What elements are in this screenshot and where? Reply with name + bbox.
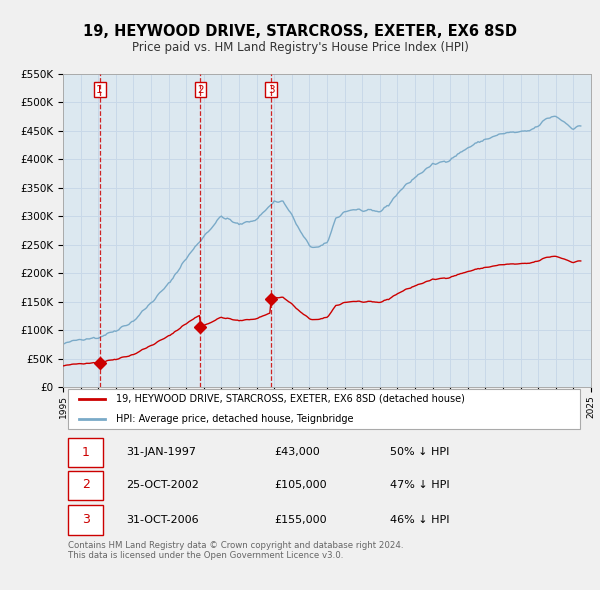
Text: 31-OCT-2006: 31-OCT-2006	[127, 514, 199, 525]
Text: 3: 3	[82, 513, 89, 526]
Text: 46% ↓ HPI: 46% ↓ HPI	[391, 514, 450, 525]
Text: 19, HEYWOOD DRIVE, STARCROSS, EXETER, EX6 8SD (detached house): 19, HEYWOOD DRIVE, STARCROSS, EXETER, EX…	[116, 394, 464, 404]
Text: 25-OCT-2002: 25-OCT-2002	[127, 480, 199, 490]
Text: 2: 2	[82, 478, 89, 491]
Text: £155,000: £155,000	[274, 514, 327, 525]
FancyBboxPatch shape	[68, 506, 103, 535]
Text: Price paid vs. HM Land Registry's House Price Index (HPI): Price paid vs. HM Land Registry's House …	[131, 41, 469, 54]
Text: HPI: Average price, detached house, Teignbridge: HPI: Average price, detached house, Teig…	[116, 414, 353, 424]
Text: £105,000: £105,000	[274, 480, 327, 490]
Text: 3: 3	[268, 85, 275, 95]
Text: 19, HEYWOOD DRIVE, STARCROSS, EXETER, EX6 8SD: 19, HEYWOOD DRIVE, STARCROSS, EXETER, EX…	[83, 24, 517, 38]
Text: Contains HM Land Registry data © Crown copyright and database right 2024.
This d: Contains HM Land Registry data © Crown c…	[68, 541, 404, 560]
Text: 47% ↓ HPI: 47% ↓ HPI	[391, 480, 450, 490]
FancyBboxPatch shape	[68, 471, 103, 500]
FancyBboxPatch shape	[68, 389, 580, 429]
Text: 2: 2	[197, 85, 204, 95]
Text: £43,000: £43,000	[274, 447, 320, 457]
Text: 1: 1	[82, 446, 89, 459]
Text: 1: 1	[96, 85, 103, 95]
Text: 31-JAN-1997: 31-JAN-1997	[127, 447, 196, 457]
Text: 50% ↓ HPI: 50% ↓ HPI	[391, 447, 450, 457]
FancyBboxPatch shape	[68, 438, 103, 467]
